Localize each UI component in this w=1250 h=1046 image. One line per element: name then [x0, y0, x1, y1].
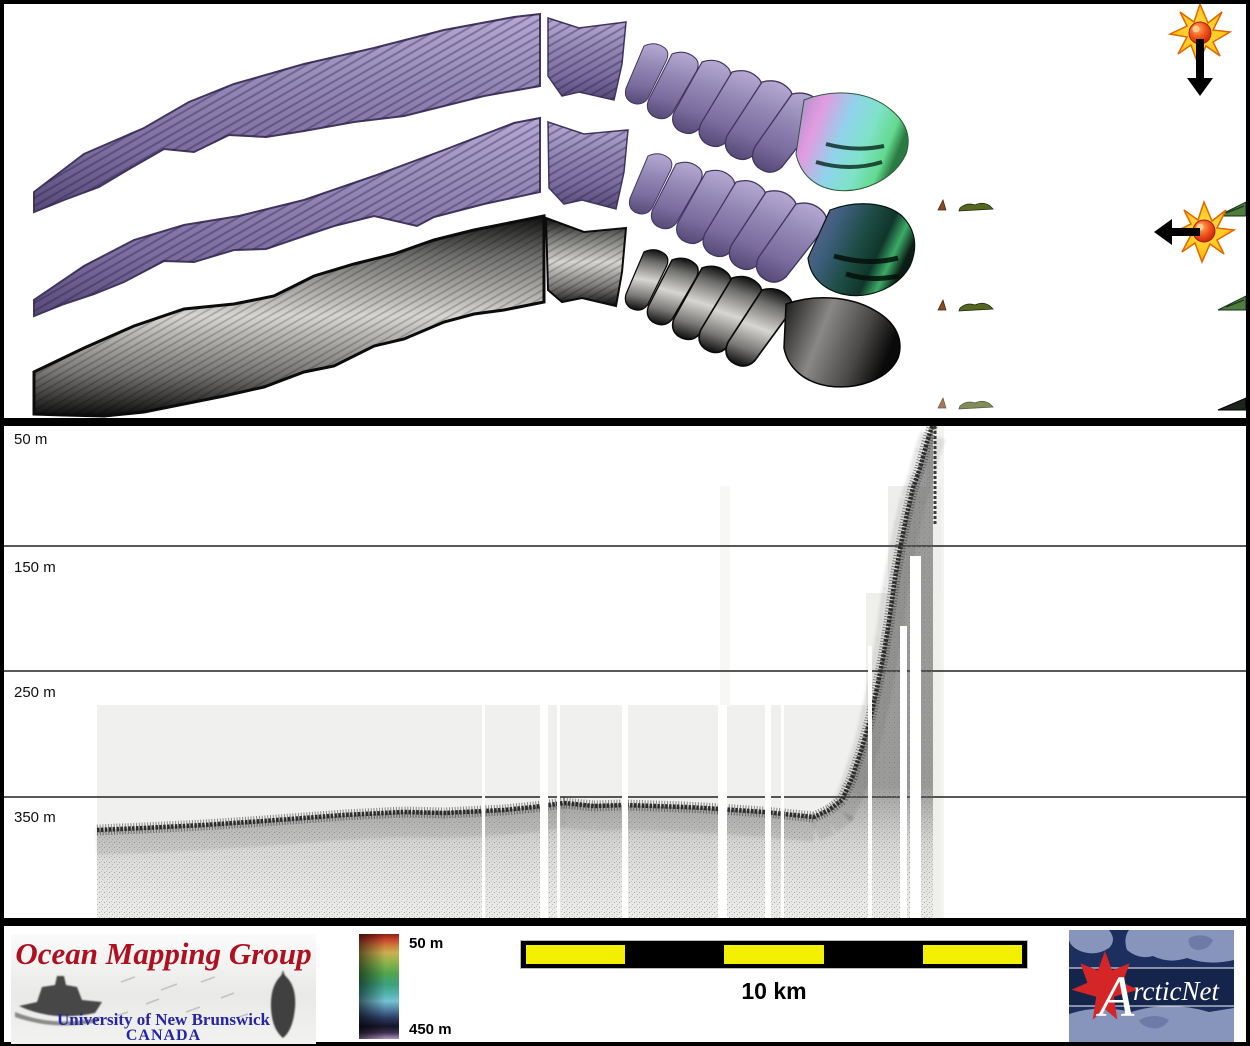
swath-end-shadows-upper — [815, 142, 885, 169]
colorbar-label-top: 50 m — [409, 935, 444, 952]
ship-silhouette-left — [15, 976, 102, 1026]
depth-label-250m: 250 m — [14, 684, 56, 701]
arrow-left-icon — [1154, 219, 1200, 245]
arrow-down-icon — [1187, 39, 1213, 96]
swath-speck-2 — [937, 299, 994, 312]
swath-speck-3 — [937, 397, 994, 410]
swath-map-panel — [0, 0, 1250, 422]
swath-end-shallow-lower — [807, 203, 916, 297]
swath-end-shallow-upper — [795, 92, 909, 192]
ship-silhouette-right — [270, 970, 296, 1038]
swath-end-backscatter — [783, 297, 901, 388]
scale-bar — [520, 940, 1028, 969]
subbottom-profile-panel: 50 m 150 m 250 m 350 m — [0, 422, 1250, 922]
swath-map-graphic — [32, 4, 1246, 418]
echogram-graphic — [4, 426, 1246, 918]
scale-bar-segment-yellow — [724, 945, 824, 964]
scale-bar-label: 10 km — [741, 978, 807, 1004]
swath-speck-1 — [937, 199, 994, 212]
sun-icon — [1169, 4, 1231, 96]
sun-icon-left — [1154, 201, 1235, 263]
legend-footer-panel: Ocean Mapping Group University of New Br… — [0, 922, 1250, 1046]
depth-label-50m: 50 m — [14, 431, 48, 448]
scale-bar-segment-yellow — [922, 945, 1023, 964]
arcticnet-logo-art: A rcticNet — [1069, 930, 1234, 1042]
edge-fragment-2 — [1217, 295, 1246, 311]
sea-texture — [115, 976, 249, 1025]
maple-leaf-icon — [1071, 951, 1139, 1020]
omg-country: CANADA — [125, 1027, 202, 1044]
omg-title: Ocean Mapping Group — [15, 936, 312, 971]
omg-logo-art — [15, 970, 296, 1038]
depth-label-350m: 350 m — [14, 809, 56, 826]
colorbar-label-bottom: 450 m — [409, 1021, 452, 1038]
arcticnet-text: rcticNet — [1133, 976, 1220, 1006]
scale-bar-segment-yellow — [526, 945, 626, 964]
omg-subtitle: University of New Brunswick — [57, 1010, 270, 1029]
depth-colorbar — [359, 934, 399, 1039]
arctic-map — [1069, 930, 1234, 1042]
scale-bar-segment-black — [823, 945, 923, 964]
arcticnet-initial: A — [1095, 964, 1135, 1029]
swath-end-shadows-lower — [833, 253, 899, 282]
omg-logo: Ocean Mapping Group University of New Br… — [11, 934, 316, 1044]
data-gap-stripes — [482, 556, 921, 918]
arcticnet-logo: A rcticNet — [1069, 930, 1234, 1042]
edge-fragment-3 — [1217, 397, 1246, 411]
scale-bar-segment-black — [625, 945, 725, 964]
depth-label-150m: 150 m — [14, 559, 56, 576]
